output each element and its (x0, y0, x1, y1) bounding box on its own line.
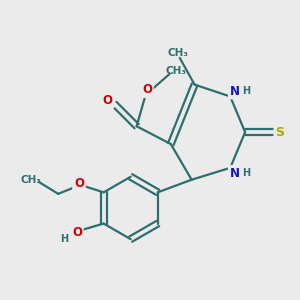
Text: O: O (103, 94, 113, 107)
Text: H: H (242, 168, 251, 178)
Text: CH₃: CH₃ (168, 47, 189, 58)
Text: N: N (230, 167, 240, 180)
Text: H: H (60, 234, 68, 244)
Text: CH₃: CH₃ (21, 176, 42, 185)
Text: S: S (275, 126, 284, 139)
Text: O: O (74, 177, 84, 190)
Text: O: O (142, 83, 152, 96)
Text: N: N (230, 85, 240, 98)
Text: CH₃: CH₃ (165, 66, 186, 76)
Text: H: H (242, 86, 251, 96)
Text: O: O (72, 226, 82, 239)
